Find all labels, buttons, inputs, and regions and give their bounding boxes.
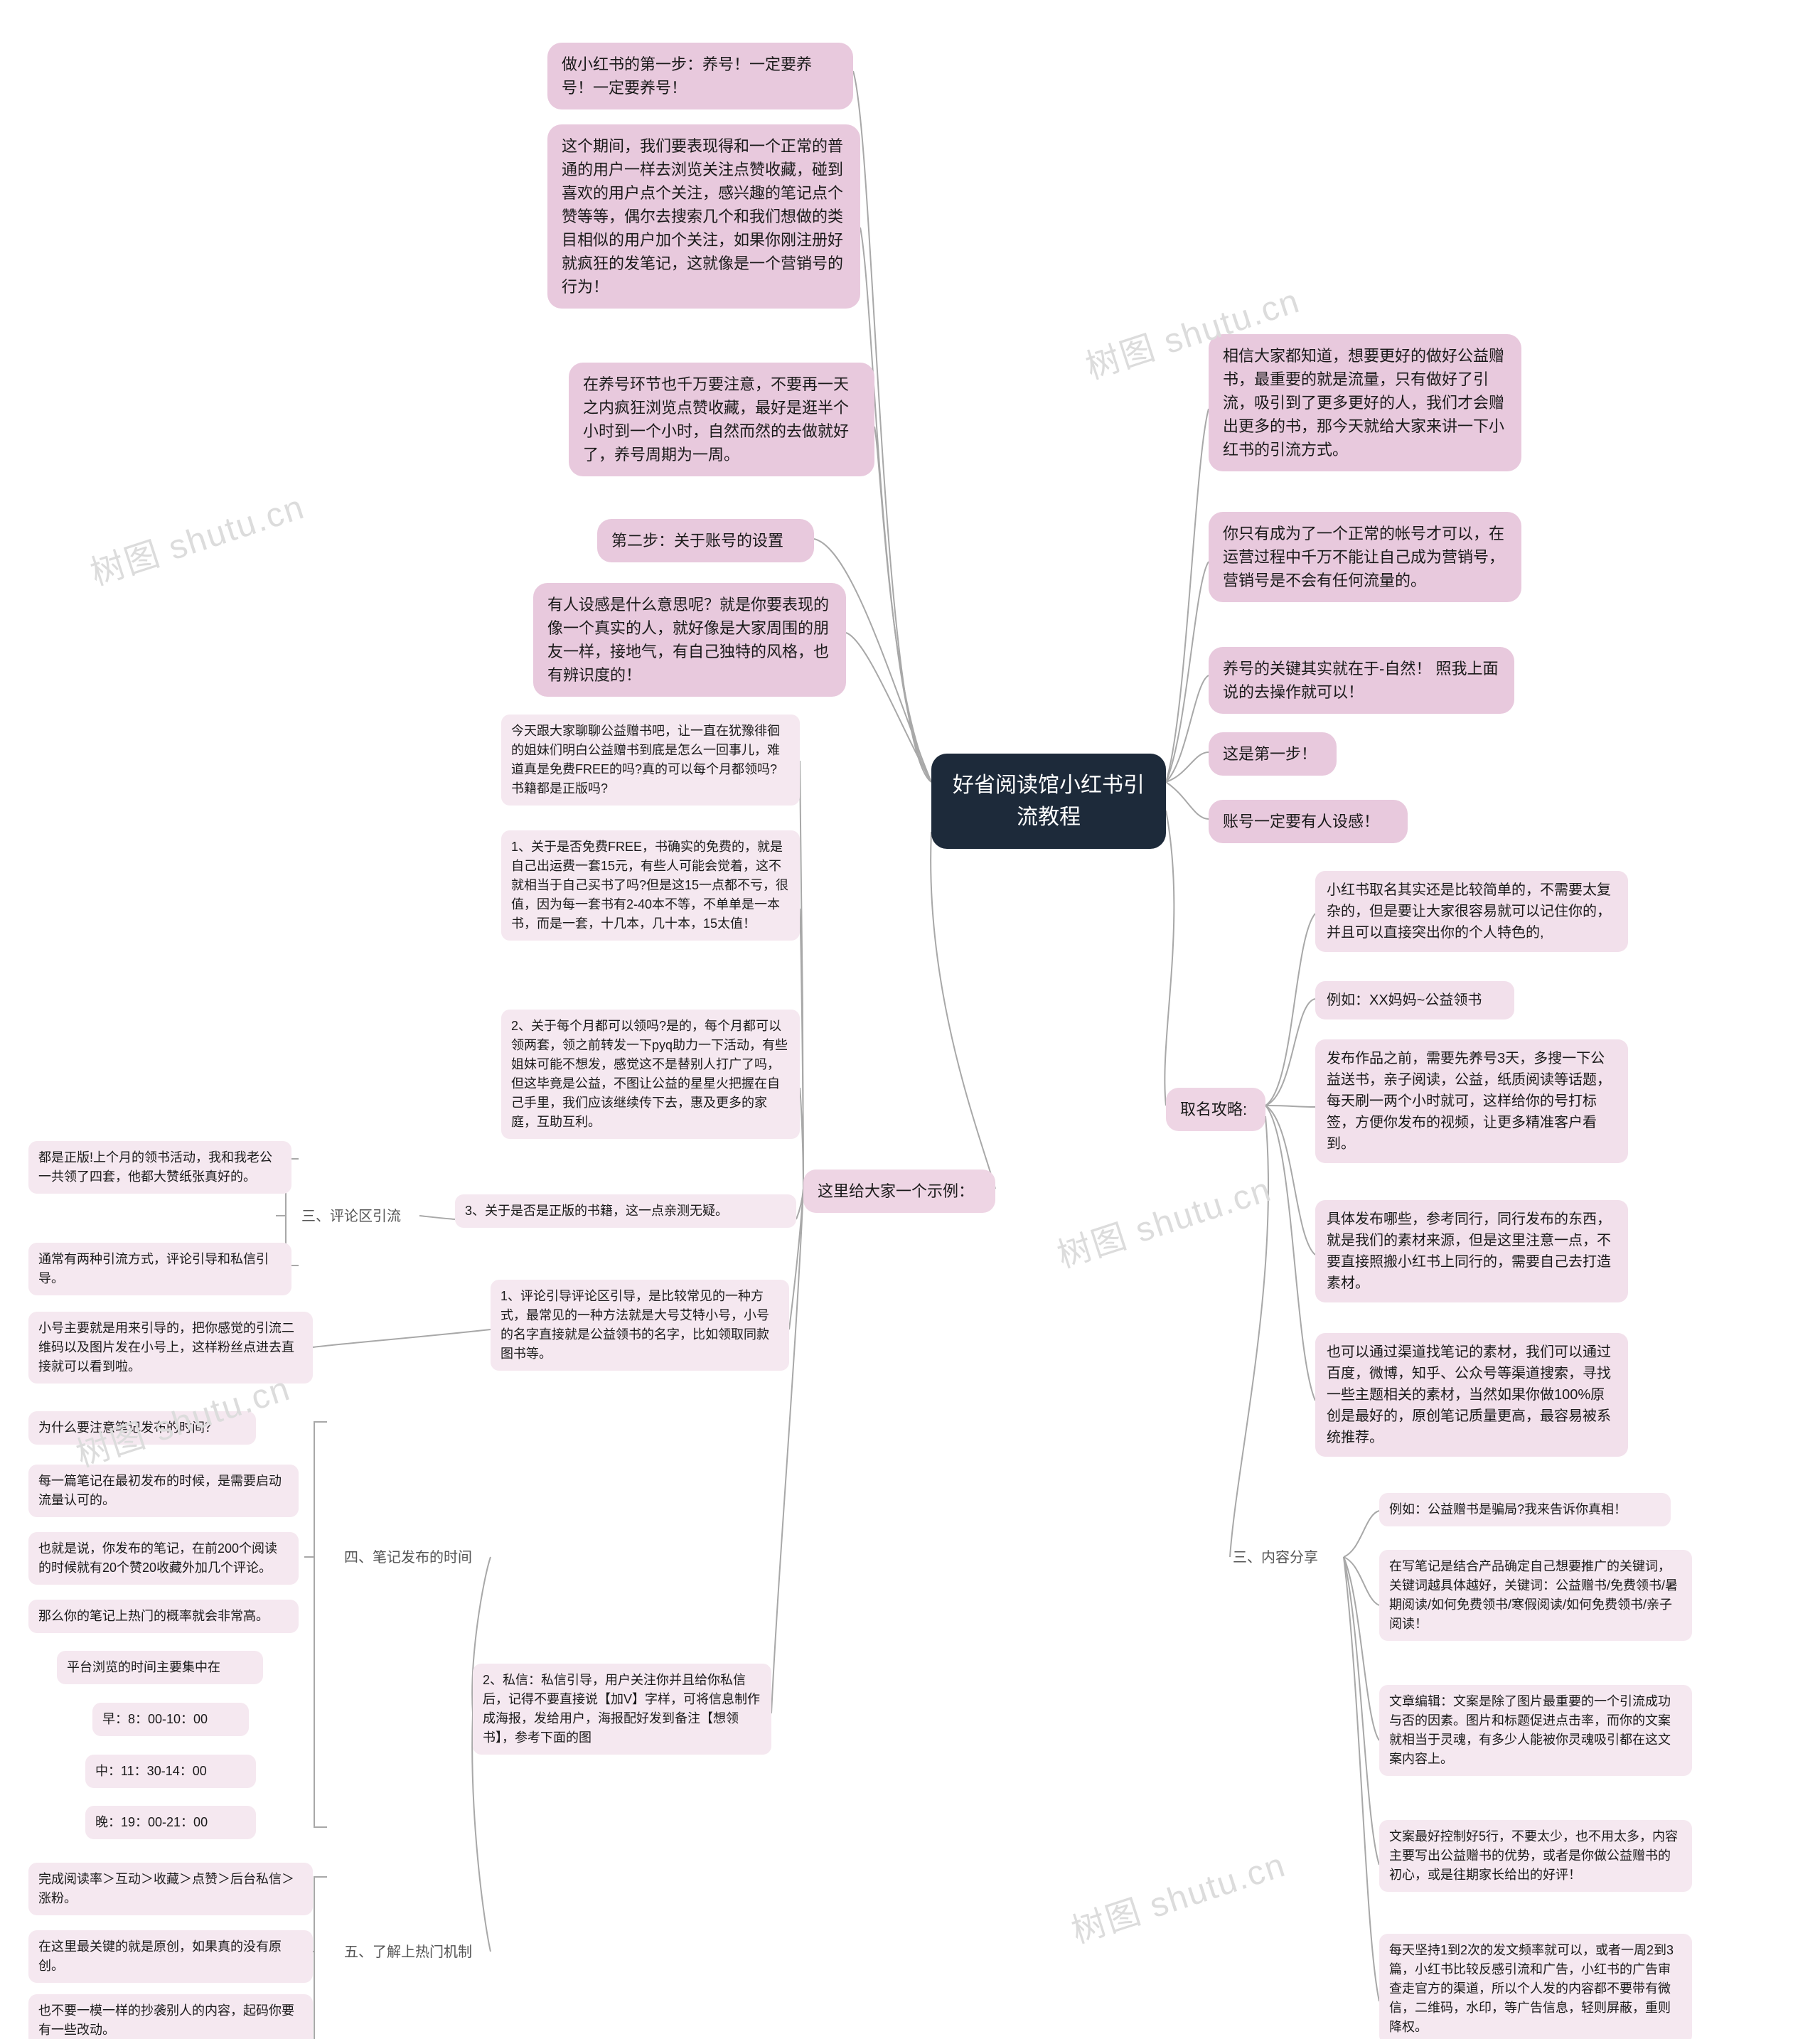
edge	[419, 1216, 455, 1219]
pa4: 3、关于是否是正版的书籍，这一点亲测无疑。	[455, 1194, 796, 1228]
node: 四、笔记发布的时间	[341, 1543, 491, 1573]
edge	[1165, 810, 1174, 1106]
s5_2: 在这里最关键的就是原创，如果真的没有原创。	[28, 1930, 313, 1983]
edge	[874, 427, 931, 782]
cs4: 文案最好控制好5行，不要太少，也不用太多，内容主要写出公益赠书的优势，或者是你做…	[1379, 1820, 1692, 1892]
edge	[931, 832, 995, 1189]
ru2: 你只有成为了一个正常的帐号才可以，在运营过程中千万不能让自己成为营销号，营销号是…	[1209, 512, 1521, 602]
nm2: 例如：XX妈妈~公益领书	[1315, 981, 1514, 1020]
edge	[1166, 782, 1209, 819]
lu1: 做小红书的第一步：养号！一定要养号！一定要养号！	[547, 43, 853, 109]
pb1: 1、评论引导评论区引导，是比较常见的一种方式，最常见的一种方法就是大号艾特小号，…	[491, 1280, 789, 1371]
edge	[1166, 562, 1209, 782]
node: 取名攻略:	[1166, 1088, 1265, 1131]
s4_2: 每一篇笔记在最初发布的时候，是需要启动流量认可的。	[28, 1465, 299, 1517]
s4_5: 平台浏览的时间主要集中在	[57, 1651, 263, 1684]
nm1: 小红书取名其实还是比较简单的，不需要太复杂的，但是要让大家很容易就可以记住你的，…	[1315, 871, 1628, 952]
edge	[313, 1329, 491, 1347]
edge	[800, 761, 803, 1189]
watermark-0: 树图 shutu.cn	[83, 478, 310, 594]
node: 五、了解上热门机制	[341, 1937, 491, 1967]
center-node: 好省阅读馆小红书引流教程	[931, 754, 1166, 849]
nm3: 发布作品之前，需要先养号3天，多搜一下公益送书，亲子阅读，公益，纸质阅读等话题，…	[1315, 1039, 1628, 1163]
node: 小号主要就是用来引导的，把你感觉的引流二维码以及图片发在小号上，这样粉丝点进去直…	[28, 1312, 313, 1384]
node: 三、评论区引流	[299, 1202, 419, 1231]
edge	[1166, 675, 1209, 782]
pa1: 今天跟大家聊聊公益赠书吧，让一直在犹豫徘徊的姐妹们明白公益赠书到底是怎么一回事儿…	[501, 715, 800, 806]
edge	[1344, 1557, 1379, 1740]
ru4: 这是第一步！	[1209, 732, 1337, 776]
lu3: 在养号环节也千万要注意，不要再一天之内疯狂浏览点赞收藏，最好是逛半个小时到一个小…	[569, 363, 874, 476]
s5_1: 完成阅读率＞互动＞收藏＞点赞＞后台私信＞涨粉。	[28, 1863, 313, 1915]
edge	[1344, 1511, 1379, 1557]
ru1: 相信大家都知道，想要更好的做好公益赠书，最重要的就是流量，只有做好了引流，吸引到…	[1209, 334, 1521, 471]
edge	[1344, 1557, 1379, 1605]
s4_8: 晚：19：00-21：00	[85, 1806, 256, 1839]
edge	[1344, 1557, 1379, 2001]
edge	[1166, 409, 1209, 782]
cs5: 每天坚持1到2次的发文频率就可以，或者一周2到3篇，小红书比较反感引流和广告，小…	[1379, 1934, 1692, 2039]
bracket	[304, 1422, 327, 1827]
watermark-4: 树图 shutu.cn	[1064, 1836, 1291, 1952]
edge	[1265, 1106, 1315, 1107]
edge	[1265, 999, 1315, 1106]
edge	[1166, 752, 1209, 782]
s4_6: 早：8：00-10：00	[92, 1703, 249, 1736]
pas2: 通常有两种引流方式，评论引导和私信引导。	[28, 1243, 291, 1295]
node: 三、内容分享	[1230, 1543, 1344, 1573]
cs1: 例如：公益赠书是骗局?我来告诉你真相！	[1379, 1493, 1671, 1526]
edge	[1230, 1116, 1268, 1557]
pa3: 2、关于每个月都可以领吗?是的，每个月都可以领两套，领之前转发一下pyq助力一下…	[501, 1010, 800, 1139]
lu5: 有人设感是什么意思呢？就是你要表现的像一个真实的人，就好像是大家周围的朋友一样，…	[533, 583, 846, 697]
nm5: 也可以通过渠道找笔记的素材，我们可以通过百度，微博，知乎、公众号等渠道搜索，寻找…	[1315, 1333, 1628, 1457]
pa2: 1、关于是否免费FREE，书确实的免费的，就是自己出运费一套15元，有些人可能会…	[501, 830, 800, 941]
s5_3: 也不要一模一样的抄袭别人的内容，起码你要有一些改动。	[28, 1994, 313, 2039]
ru3: 养号的关键其实就在于-自然！ 照我上面说的去操作就可以！	[1209, 647, 1514, 714]
edge	[1265, 1106, 1315, 1255]
lu2: 这个期间，我们要表现得和一个正常的普通的用户一样去浏览关注点赞收藏，碰到喜欢的用…	[547, 124, 860, 309]
s4_3: 也就是说，你发布的笔记，在前200个阅读的时候就有20个赞20收藏外加几个评论。	[28, 1532, 299, 1585]
cs3: 文章编辑：文案是除了图片最重要的一个引流成功与否的因素。图片和标题促进点击率，而…	[1379, 1685, 1692, 1776]
ru5: 账号一定要有人设感！	[1209, 800, 1408, 843]
edge	[800, 1088, 803, 1189]
edge	[846, 633, 931, 782]
node: 这里给大家一个示例：	[803, 1170, 995, 1213]
s4_1: 为什么要注意笔记发布的时间？	[28, 1411, 256, 1445]
edge	[860, 228, 931, 782]
s4_4: 那么你的笔记上热门的概率就会非常高。	[28, 1600, 299, 1633]
edge	[796, 1189, 803, 1219]
edge	[771, 1189, 803, 1713]
center-label: 好省阅读馆小红书引流教程	[953, 774, 1145, 829]
pb2: 2、私信：私信引导，用户关注你并且给你私信后，记得不要直接说【加V】字样，可将信…	[473, 1664, 771, 1755]
watermark-3: 树图 shutu.cn	[1050, 1161, 1277, 1277]
pas1: 都是正版!上个月的领书活动，我和我老公一共领了四套，他都大赞纸张真好的。	[28, 1141, 291, 1194]
cs2: 在写笔记是结合产品确定自己想要推广的关键词，关键词越具体越好，关键词：公益赠书/…	[1379, 1550, 1692, 1641]
nm4: 具体发布哪些，参考同行，同行发布的东西，就是我们的素材来源，但是这里注意一点，不…	[1315, 1200, 1628, 1302]
edge	[1344, 1557, 1379, 1865]
lu4: 第二步：关于账号的设置	[597, 519, 814, 562]
edge	[1265, 914, 1315, 1106]
edge	[800, 909, 803, 1189]
edge	[1265, 1106, 1315, 1401]
s4_7: 中：11：30-14：00	[85, 1755, 256, 1788]
